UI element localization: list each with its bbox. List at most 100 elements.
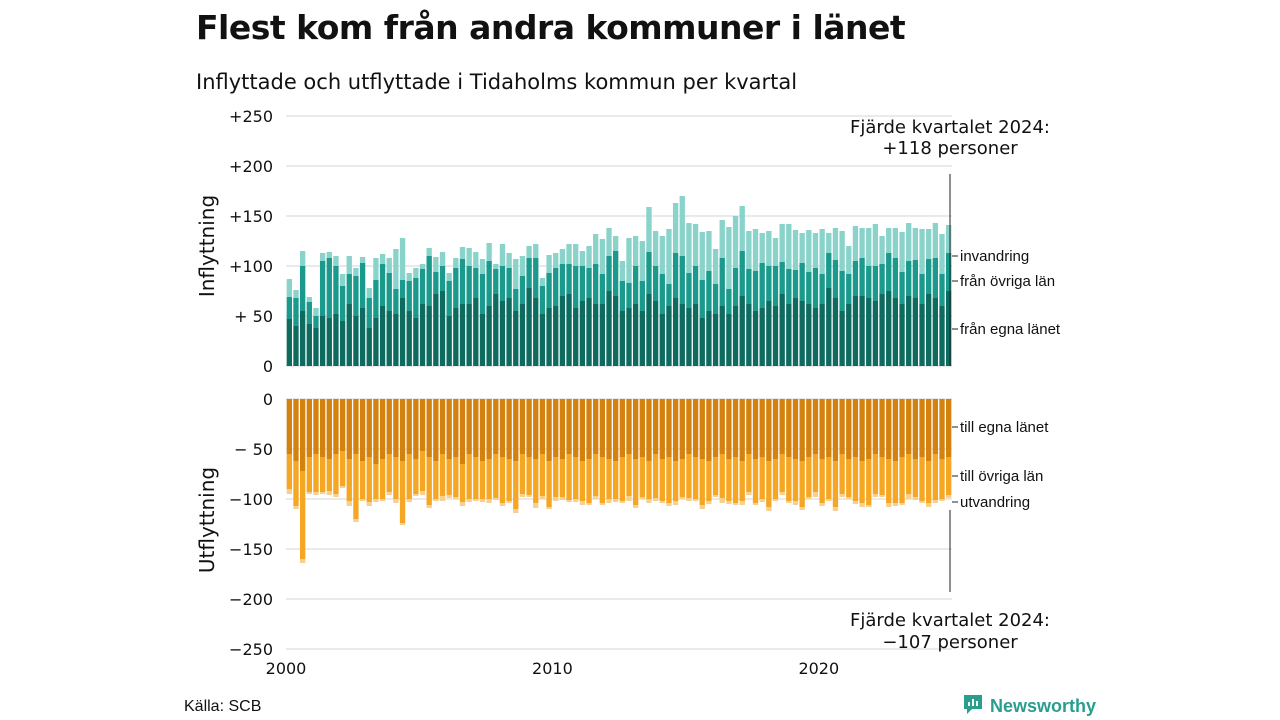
bar-in-segment — [433, 272, 439, 294]
bar-in-segment — [652, 231, 659, 266]
bar-out-segment — [446, 495, 452, 498]
bar-in-segment — [692, 224, 699, 266]
bar-in-segment — [812, 233, 819, 268]
legend-label-bottom: till egna länet — [960, 419, 1049, 436]
bar-in-segment — [299, 266, 306, 311]
chart-title: Flest kom från andra kommuner i länet — [196, 8, 906, 47]
bar-out-segment — [419, 451, 426, 491]
bar-in-segment — [433, 257, 439, 272]
legend-bottom: till egna länet till övriga län utvandring — [952, 419, 1049, 511]
bar-in-segment — [679, 304, 685, 366]
bar-in-segment — [533, 258, 539, 298]
bar-in-segment — [559, 296, 566, 366]
newsworthy-logo[interactable]: Newsworthy — [962, 693, 1096, 719]
bar-in-segment — [932, 223, 939, 258]
bar-in-segment — [359, 257, 366, 263]
bar-in-segment — [739, 251, 745, 296]
y-tick-label-top: + 50 — [234, 307, 273, 326]
bar-out-segment — [433, 499, 439, 501]
bar-in-segment — [399, 298, 406, 366]
bar-out-segment — [786, 501, 792, 503]
bar-out-segment — [739, 399, 745, 461]
bar-in-segment — [346, 304, 352, 366]
bar-out-segment — [786, 457, 792, 501]
bar-in-segment — [613, 296, 619, 366]
newsworthy-logo-text: Newsworthy — [990, 695, 1097, 716]
chart-subtitle: Inflyttade och utflyttade i Tidaholms ko… — [196, 70, 798, 94]
bar-out-segment — [359, 461, 366, 499]
bar-out-segment — [446, 459, 452, 495]
bar-in-segment — [666, 284, 672, 306]
bar-in-segment — [946, 253, 952, 291]
bar-out-segment — [453, 399, 459, 457]
y-ticks-bottom: 0 − 50 −100 −150 −200 −250 — [229, 390, 273, 659]
bar-in-segment — [613, 236, 619, 251]
bar-out-segment — [692, 457, 699, 499]
bar-out-segment — [579, 399, 586, 461]
x-ticks: 2000 2010 2020 — [266, 659, 840, 678]
bar-in-segment — [726, 227, 732, 289]
bar-in-segment — [772, 306, 779, 366]
bar-in-segment — [433, 294, 439, 366]
bar-out-segment — [606, 499, 612, 503]
bar-in-segment — [513, 289, 519, 311]
bar-out-segment — [553, 399, 559, 457]
bar-in-segment — [919, 229, 925, 274]
bar-out-segment — [686, 399, 692, 454]
bar-out-segment — [839, 454, 845, 494]
bar-in-segment — [892, 258, 899, 298]
bar-in-segment — [339, 321, 346, 366]
bar-out-segment — [659, 459, 665, 501]
bar-in-segment — [406, 311, 412, 366]
bar-in-segment — [439, 266, 446, 291]
bar-out-segment — [679, 459, 685, 497]
bar-out-segment — [433, 461, 439, 499]
y-tick-label-top: +200 — [229, 157, 273, 176]
bar-out-segment — [553, 457, 559, 497]
bar-in-segment — [779, 224, 785, 262]
bar-in-segment — [919, 274, 925, 304]
bar-out-segment — [919, 501, 925, 503]
bar-in-segment — [346, 274, 352, 304]
bar-out-segment — [772, 499, 779, 501]
bar-in-segment — [846, 246, 852, 274]
bar-out-segment — [826, 499, 832, 501]
bar-out-segment — [692, 399, 699, 457]
bar-in-segment — [453, 308, 459, 366]
bar-out-segment — [606, 399, 612, 459]
bar-in-segment — [326, 258, 332, 318]
bar-out-segment — [426, 505, 432, 508]
bar-in-segment — [692, 304, 699, 366]
bar-out-segment — [832, 399, 839, 461]
bar-out-segment — [326, 459, 332, 491]
bar-out-segment — [426, 399, 432, 457]
bar-out-segment — [613, 461, 619, 499]
bar-out-segment — [799, 507, 805, 510]
bar-in-segment — [759, 308, 765, 366]
y-tick-label-bottom: −100 — [229, 490, 273, 509]
annotation-bottom-line2: −107 personer — [882, 632, 1018, 653]
bar-out-segment — [712, 457, 719, 495]
bar-in-segment — [353, 268, 359, 276]
bar-in-segment — [806, 272, 812, 304]
bar-in-segment — [719, 220, 725, 258]
bar-out-segment — [819, 459, 825, 503]
bar-out-segment — [313, 492, 319, 495]
bar-in-segment — [739, 206, 745, 251]
bar-in-segment — [486, 261, 492, 306]
bar-out-segment — [726, 459, 732, 501]
bar-in-segment — [499, 266, 506, 301]
bar-out-segment — [912, 497, 919, 500]
bar-in-segment — [473, 268, 479, 298]
bar-out-segment — [439, 454, 446, 496]
bar-out-segment — [359, 399, 366, 461]
bar-out-segment — [506, 459, 512, 501]
bar-out-segment — [439, 496, 446, 501]
bar-in-segment — [573, 266, 579, 308]
bar-in-segment — [619, 261, 625, 281]
bar-in-segment — [852, 261, 859, 296]
legend-label-top: från övriga län — [960, 273, 1055, 290]
bar-in-segment — [313, 316, 319, 328]
bar-out-segment — [586, 503, 592, 505]
